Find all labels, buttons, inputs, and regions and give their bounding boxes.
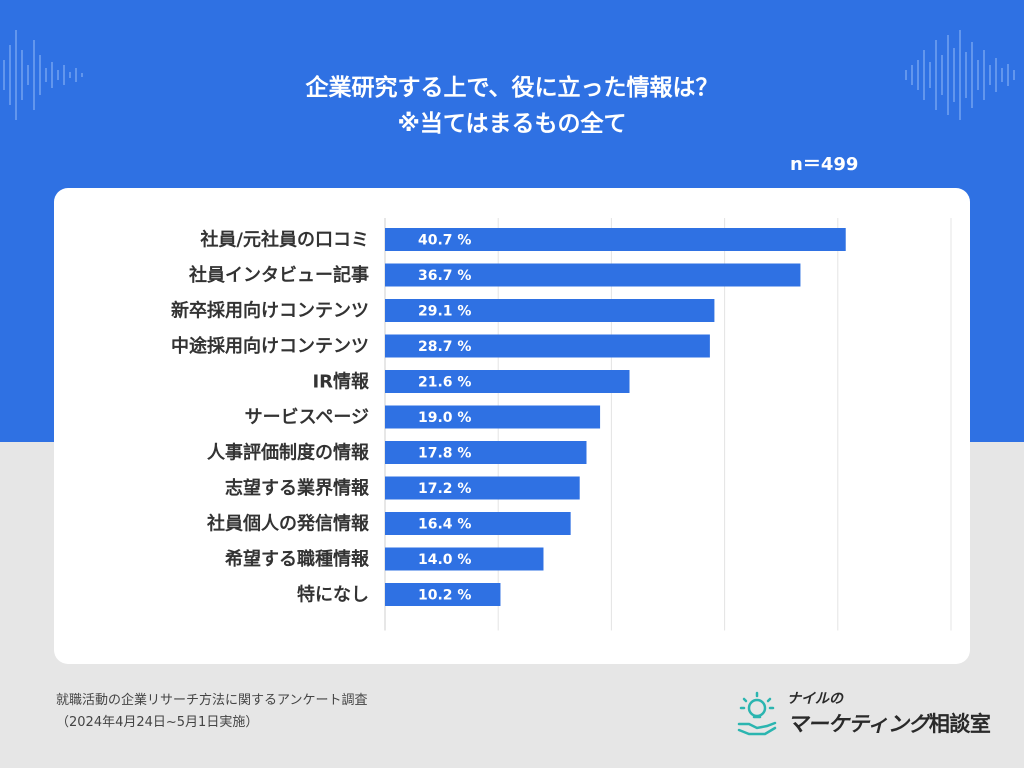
logo-name-kanji: 相談室	[928, 712, 991, 736]
bar	[385, 512, 571, 535]
bar	[385, 263, 801, 287]
data-label: 17.8 %	[418, 446, 471, 462]
data-label: 29.1 %	[418, 304, 471, 320]
chart-title: 企業研究する上で、役に立った情報は？ ※当てはまるもの全て	[0, 70, 1024, 142]
chart-title-line2: ※当てはまるもの全て	[397, 111, 627, 137]
logo-name: マーケティング相談室	[787, 708, 991, 738]
bar	[385, 370, 630, 393]
data-label: 14.0 %	[418, 552, 471, 568]
logo-name-kana: マーケティング	[787, 712, 929, 736]
data-label: 10.2 %	[418, 588, 471, 604]
survey-period: （2024年4月24日~5月1日実施）	[56, 715, 259, 730]
category-label: 特になし	[297, 584, 369, 606]
category-label: 社員インタビュー記事	[189, 264, 369, 286]
bar	[385, 583, 501, 606]
data-label: 28.7 %	[418, 339, 471, 355]
category-label: 中途採用向けコンテンツ	[171, 335, 369, 357]
data-label: 21.6 %	[418, 375, 471, 391]
category-label: 新卒採用向けコンテンツ	[171, 300, 369, 322]
data-label: 36.7 %	[418, 268, 471, 284]
bar-chart: 社員/元社員の口コミ 40.7 % 社員インタビュー記事 36.7 % 新卒採用向けコン…	[171, 218, 952, 631]
sound-wave-left-decoration	[3, 30, 83, 120]
category-label: IR情報	[312, 371, 370, 393]
chart-title-line1: 企業研究する上で、役に立った情報は？	[305, 75, 719, 101]
category-label: 希望する職種情報	[225, 548, 370, 570]
data-label: 40.7 %	[418, 233, 471, 249]
data-label: 16.4 %	[418, 517, 471, 533]
category-label: 社員個人の発信情報	[207, 513, 370, 535]
bar	[385, 441, 587, 464]
category-label: 志望する業界情報	[225, 477, 370, 499]
category-label: サービスページ	[245, 407, 369, 428]
data-label: 19.0 %	[418, 410, 471, 426]
sample-size: n＝499	[790, 154, 859, 175]
bar	[385, 334, 710, 358]
category-label: 人事評価制度の情報	[207, 442, 370, 464]
bar	[385, 299, 715, 322]
bar	[385, 547, 544, 571]
bar	[385, 405, 601, 429]
survey-note: 就職活動の企業リサーチ方法に関するアンケート調査 （2024年4月24日~5月1…	[56, 690, 367, 734]
lightbulb-hand-icon	[737, 691, 777, 736]
survey-source: 就職活動の企業リサーチ方法に関するアンケート調査	[56, 693, 368, 708]
sound-wave-right-decoration	[905, 30, 1015, 120]
bar	[385, 228, 846, 251]
bar	[385, 476, 580, 500]
brand-logo: ナイルの マーケティング相談室	[735, 688, 1005, 748]
logo-prefix: ナイルの	[787, 691, 843, 707]
chart-card: 社員/元社員の口コミ 40.7 % 社員インタビュー記事 36.7 % 新卒採用向けコン…	[54, 188, 970, 664]
category-label: 社員/元社員の口コミ	[200, 229, 369, 251]
data-label: 17.2 %	[418, 481, 471, 497]
